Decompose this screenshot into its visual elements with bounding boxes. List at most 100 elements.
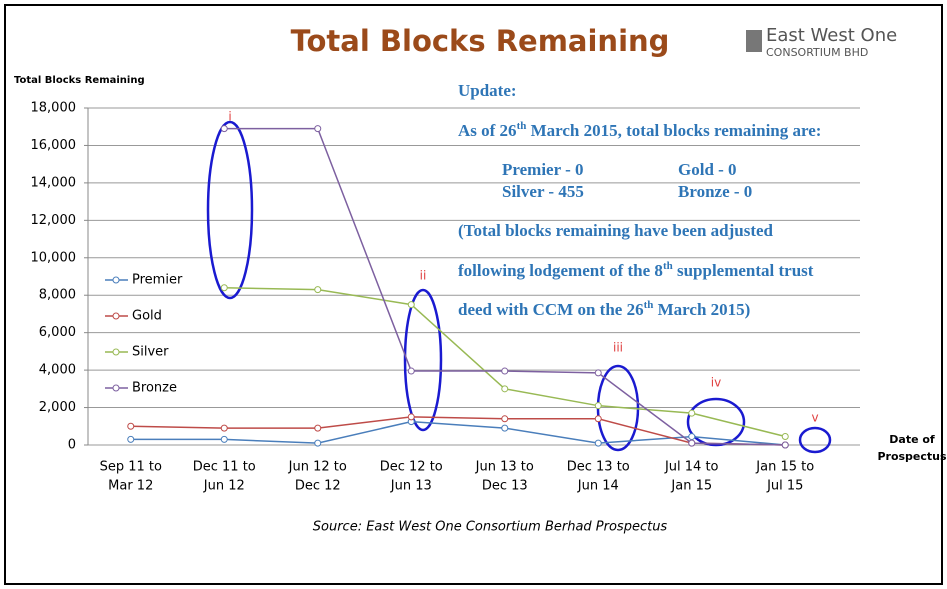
x-tick-label: Jun 13	[390, 479, 432, 494]
update-note-part: March 2015)	[653, 300, 750, 319]
y-tick-label: 16,000	[31, 138, 77, 153]
logo-icon	[746, 30, 762, 52]
point	[688, 439, 696, 447]
x-tick-label: Jun 14	[577, 479, 619, 494]
point	[127, 435, 135, 443]
update-line-part: th	[517, 120, 527, 132]
point	[314, 439, 322, 447]
point	[407, 367, 415, 375]
x-tick-label: Dec 12	[295, 479, 341, 494]
legend-label: Silver	[132, 345, 169, 360]
point	[501, 424, 509, 432]
x-tick-label: Dec 12 to	[380, 460, 443, 475]
highlight-ellipse	[798, 426, 832, 454]
point	[594, 402, 602, 410]
point	[688, 409, 696, 417]
logo-sub: CONSORTIUM BHD	[766, 46, 868, 59]
x-tick-label: Jun 13 to	[475, 460, 534, 475]
point	[314, 286, 322, 294]
update-note: following lodgement of the 8th supplemen…	[458, 260, 814, 280]
point	[220, 424, 228, 432]
update-note-part: supplemental trust	[673, 261, 814, 280]
x-tick-label: Jan 15 to	[755, 460, 814, 475]
update-line-part: March 2015, total blocks remaining are:	[526, 121, 821, 140]
x-tick-label: Jan 15	[670, 479, 712, 494]
legend-marker	[112, 384, 120, 392]
logo: East West One CONSORTIUM BHD	[746, 25, 897, 59]
point	[594, 415, 602, 423]
point	[314, 125, 322, 133]
update-status: Silver - 455	[502, 182, 584, 201]
series-line	[130, 420, 786, 446]
y-tick-label: 14,000	[31, 175, 77, 190]
point	[501, 415, 509, 423]
update-note-part: (Total blocks remaining have been adjust…	[458, 221, 774, 240]
y-tick-label: 12,000	[31, 213, 77, 228]
y-tick-label: 8,000	[39, 288, 76, 303]
update-note-part: deed with CCM on the 26	[458, 300, 644, 319]
x-tick-label: Jul 15	[766, 479, 803, 494]
update-status: Gold - 0	[678, 160, 737, 179]
y-tick-label: 2,000	[39, 400, 76, 415]
point	[407, 301, 415, 309]
annotation: iv	[711, 376, 721, 390]
update-note-part: th	[644, 299, 654, 311]
x-tick-label: Dec 13	[482, 479, 528, 494]
frame	[4, 4, 943, 585]
x-tick-label: Sep 11 to	[100, 460, 162, 475]
point	[220, 125, 228, 133]
x-tick-label: Dec 13 to	[567, 460, 630, 475]
update-note: deed with CCM on the 26th March 2015)	[458, 299, 750, 319]
point	[127, 422, 135, 430]
point	[688, 433, 696, 441]
x-tick-label: Dec 11 to	[193, 460, 256, 475]
update-line-part: As of 26	[458, 121, 517, 140]
y-tick-label: 0	[68, 438, 76, 453]
annotation: i	[228, 110, 231, 124]
update-note: (Total blocks remaining have been adjust…	[458, 221, 774, 240]
update-line: As of 26th March 2015, total blocks rema…	[458, 120, 821, 140]
y-tick-label: 10,000	[31, 250, 77, 265]
point	[220, 435, 228, 443]
x-tick-label: Jul 14 to	[664, 460, 719, 475]
logo-name: East West One	[766, 25, 897, 46]
highlight-ellipse	[403, 288, 443, 432]
series-line	[130, 416, 786, 446]
point	[314, 424, 322, 432]
point	[501, 367, 509, 375]
legend-label: Bronze	[132, 381, 177, 396]
annotation: iii	[613, 341, 623, 355]
highlight-ellipse	[686, 397, 746, 447]
point	[781, 441, 789, 449]
y-axis-title: Total Blocks Remaining	[14, 75, 145, 86]
update-status: Bronze - 0	[678, 182, 752, 201]
annotation: v	[811, 411, 818, 425]
legend-marker	[112, 312, 120, 320]
chart-title: Total Blocks Remaining	[291, 24, 670, 58]
point	[220, 284, 228, 292]
highlight-ellipse	[206, 120, 254, 300]
y-tick-label: 18,000	[31, 101, 77, 116]
x-tick-label: Jun 12 to	[288, 460, 347, 475]
update-note-part: th	[663, 260, 673, 272]
legend-marker	[112, 348, 120, 356]
update-heading: Update:	[458, 81, 517, 100]
legend-label: Gold	[132, 309, 162, 324]
y-tick-label: 4,000	[39, 363, 76, 378]
update-status: Premier - 0	[502, 160, 584, 179]
update-note-part: following lodgement of the 8	[458, 261, 663, 280]
point	[781, 432, 789, 440]
source: Source: East West One Consortium Berhad …	[313, 520, 668, 535]
legend-label: Premier	[132, 273, 183, 288]
point	[594, 369, 602, 377]
y-tick-label: 6,000	[39, 325, 76, 340]
x-tick-label: Jun 12	[203, 479, 245, 494]
legend-marker	[112, 276, 120, 284]
x-axis-title: Prospectus	[877, 450, 947, 463]
x-axis-title: Date of	[889, 433, 935, 446]
point	[407, 413, 415, 421]
point	[501, 385, 509, 393]
point	[594, 439, 602, 447]
annotation: ii	[420, 269, 427, 283]
